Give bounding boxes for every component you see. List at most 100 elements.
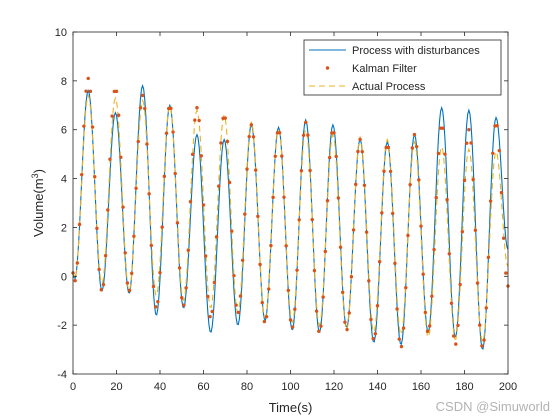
kalman-point xyxy=(410,146,414,150)
kalman-point xyxy=(360,149,364,154)
kalman-point xyxy=(336,196,341,200)
kalman-point xyxy=(90,125,95,129)
series-points-kalman xyxy=(71,76,510,349)
kalman-point xyxy=(80,172,84,177)
kalman-point xyxy=(273,154,277,158)
kalman-point xyxy=(488,199,493,203)
kalman-point xyxy=(243,212,247,216)
x-tick-label: 20 xyxy=(110,381,122,393)
kalman-point xyxy=(343,320,347,324)
kalman-point xyxy=(471,177,475,182)
kalman-point xyxy=(206,294,210,299)
y-tick-label: 2 xyxy=(61,222,67,234)
kalman-point xyxy=(304,120,308,125)
kalman-point xyxy=(288,318,293,322)
kalman-point xyxy=(121,205,125,209)
kalman-point xyxy=(264,314,269,319)
y-tick-label: 6 xyxy=(61,125,67,137)
kalman-point xyxy=(236,310,240,315)
kalman-point xyxy=(436,151,441,156)
kalman-point xyxy=(497,148,501,153)
series-layer xyxy=(71,76,510,350)
kalman-point xyxy=(404,285,408,290)
kalman-point xyxy=(323,249,327,254)
kalman-point xyxy=(367,279,371,283)
kalman-point xyxy=(277,131,282,135)
x-tick-label: 100 xyxy=(281,381,299,393)
kalman-point xyxy=(338,245,343,249)
kalman-point xyxy=(308,168,312,173)
x-tick-label: 120 xyxy=(325,381,343,393)
kalman-point xyxy=(123,251,127,255)
kalman-point xyxy=(317,329,321,333)
kalman-point xyxy=(351,228,356,232)
kalman-point xyxy=(106,208,110,212)
kalman-point xyxy=(160,225,164,229)
kalman-point xyxy=(97,267,101,272)
kalman-point xyxy=(138,106,143,110)
kalman-point xyxy=(504,271,508,275)
y-tick-label: -4 xyxy=(57,369,67,381)
kalman-point xyxy=(312,268,317,273)
legend-label-disturbed: Process with disturbances xyxy=(352,45,480,57)
x-axis-label: Time(s) xyxy=(269,400,313,415)
y-axis-label: Volume(m3) xyxy=(30,169,46,237)
kalman-point xyxy=(495,124,499,128)
kalman-point xyxy=(458,282,462,287)
x-tick-label: 0 xyxy=(70,381,76,393)
kalman-point xyxy=(408,182,412,187)
kalman-point xyxy=(180,296,184,300)
kalman-point xyxy=(297,218,301,222)
kalman-point xyxy=(86,76,90,81)
kalman-point xyxy=(156,300,160,304)
kalman-point xyxy=(232,273,236,278)
kalman-point xyxy=(414,144,419,149)
x-tick-label: 180 xyxy=(455,381,473,393)
kalman-point xyxy=(140,93,145,98)
y-tick-label: 4 xyxy=(61,174,67,186)
x-tick-label: 200 xyxy=(499,381,517,393)
kalman-point xyxy=(101,282,106,287)
legend-box xyxy=(303,39,502,96)
series-line-disturbed xyxy=(72,83,509,350)
kalman-point xyxy=(247,134,251,139)
kalman-point xyxy=(212,280,217,285)
kalman-point xyxy=(306,133,310,137)
kalman-point xyxy=(217,184,221,188)
kalman-point xyxy=(249,123,254,127)
kalman-point xyxy=(223,116,227,120)
kalman-point xyxy=(214,235,219,239)
kalman-point xyxy=(491,151,495,156)
kalman-point xyxy=(280,154,284,158)
kalman-point xyxy=(75,261,80,265)
kalman-point xyxy=(419,224,423,228)
kalman-point xyxy=(151,284,156,289)
kalman-point xyxy=(234,303,238,307)
kalman-point xyxy=(108,157,112,161)
kalman-point xyxy=(358,137,362,142)
legend-swatch-kalman xyxy=(325,66,330,70)
kalman-point xyxy=(143,106,147,111)
kalman-point xyxy=(482,338,486,342)
kalman-point xyxy=(428,324,432,328)
kalman-point xyxy=(145,142,149,146)
kalman-point xyxy=(321,295,325,299)
kalman-point xyxy=(82,124,86,128)
kalman-point xyxy=(258,262,262,267)
kalman-point xyxy=(210,309,214,314)
kalman-point xyxy=(114,89,119,94)
kalman-point xyxy=(238,294,243,298)
kalman-point xyxy=(332,131,336,135)
kalman-point xyxy=(227,180,232,185)
kalman-point xyxy=(362,183,367,187)
kalman-point xyxy=(397,337,401,341)
kalman-point xyxy=(399,344,404,349)
kalman-point xyxy=(347,311,351,315)
kalman-point xyxy=(345,327,349,332)
kalman-point xyxy=(134,186,138,190)
kalman-point xyxy=(153,305,158,309)
kalman-point xyxy=(486,255,491,260)
legend-label-kalman: Kalman Filter xyxy=(352,63,417,75)
kalman-point xyxy=(412,132,417,137)
kalman-point xyxy=(451,334,456,338)
